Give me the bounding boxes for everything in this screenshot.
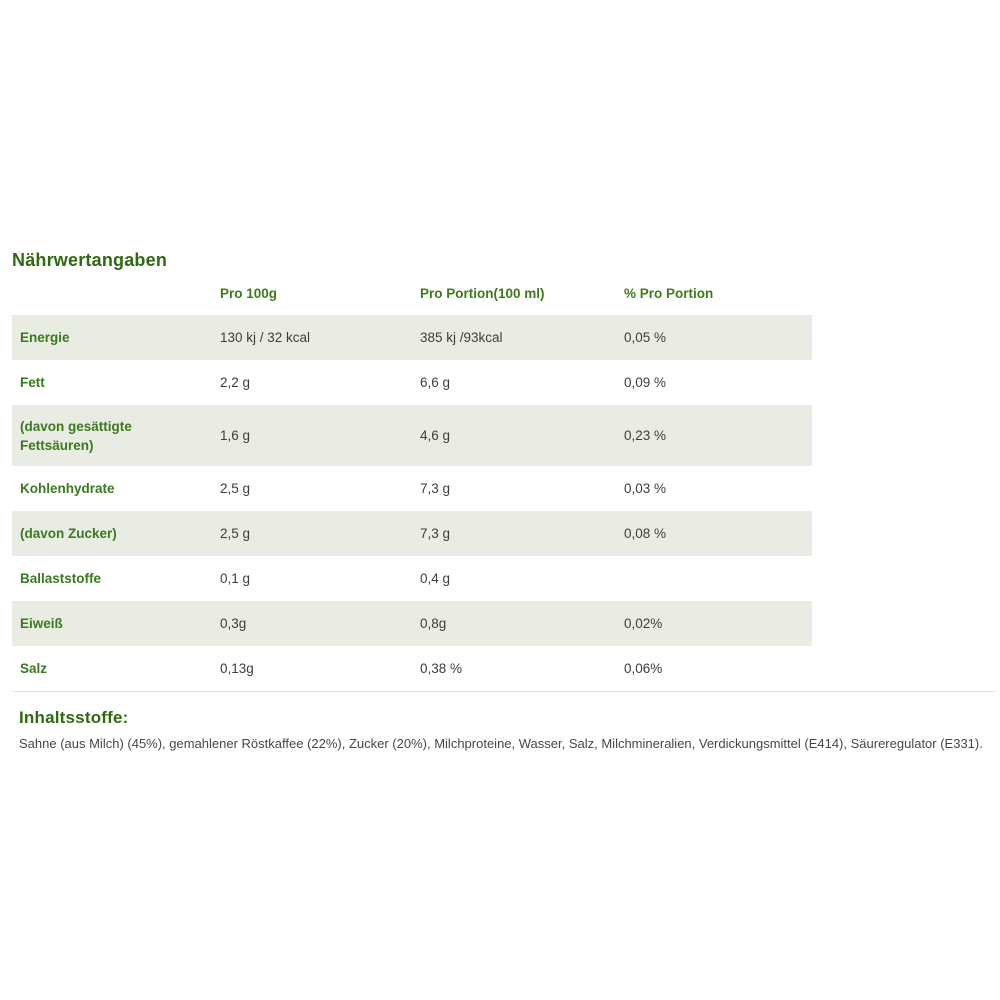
section-divider [12,691,995,692]
row-value-per-portion: 4,6 g [420,427,451,443]
row-value-per100g: 2,5 g [220,525,251,541]
row-label: Fett [20,375,45,390]
table-row-gesaettigte-fettsaeuren: (davon gesättigte Fettsäuren) 1,6 g 4,6 … [12,405,812,466]
row-label: (davon Zucker) [20,526,117,541]
row-value-per-portion: 7,3 g [420,480,451,496]
row-value-per100g: 2,5 g [220,480,251,496]
table-row-fett: Fett 2,2 g 6,6 g 0,09 % [12,360,812,405]
row-label: Salz [20,661,48,676]
nutrition-section: Nährwertangaben Pro 100g Pro Portion(100… [0,249,1000,752]
row-value-per-portion: 7,3 g [420,525,451,541]
nutrition-title: Nährwertangaben [12,250,168,270]
table-row-zucker: (davon Zucker) 2,5 g 7,3 g 0,08 % [12,511,812,556]
row-value-percent: 0,06% [624,660,663,676]
ingredients-title: Inhaltsstoffe: [19,708,129,727]
row-value-percent: 0,05 % [624,329,667,345]
row-value-per100g: 2,2 g [220,374,251,390]
ingredients-text: Sahne (aus Milch) (45%), gemahlener Röst… [19,736,983,751]
table-row-eiweiss: Eiweiß 0,3g 0,8g 0,02% [12,601,812,646]
row-value-per-portion: 0,38 % [420,660,463,676]
row-value-per100g: 0,3g [220,615,247,631]
row-value-percent: 0,02% [624,615,663,631]
table-row-salz: Salz 0,13g 0,38 % 0,06% [12,646,812,691]
table-row-energie: Energie 130 kj / 32 kcal 385 kj /93kcal … [12,315,812,360]
row-value-per-portion: 0,8g [420,615,447,631]
table-row-kohlenhydrate: Kohlenhydrate 2,5 g 7,3 g 0,03 % [12,466,812,511]
row-label: Energie [20,330,70,345]
table-header-row: Pro 100g Pro Portion(100 ml) % Pro Porti… [12,272,812,315]
row-value-percent: 0,03 % [624,480,667,496]
nutrition-table: Pro 100g Pro Portion(100 ml) % Pro Porti… [12,272,812,691]
row-value-per100g: 0,1 g [220,570,251,586]
row-label: Eiweiß [20,616,63,631]
row-value-per100g: 1,6 g [220,427,251,443]
table-row-ballaststoffe: Ballaststoffe 0,1 g 0,4 g [12,556,812,601]
row-value-per-portion: 6,6 g [420,374,451,390]
row-value-per-portion: 385 kj /93kcal [420,329,503,345]
row-value-percent: 0,09 % [624,374,667,390]
row-value-per-portion: 0,4 g [420,570,451,586]
row-value-percent: 0,08 % [624,525,667,541]
row-value-per100g: 130 kj / 32 kcal [220,329,311,345]
row-value-percent: 0,23 % [624,427,667,443]
row-value-per100g: 0,13g [220,660,254,676]
row-label: Ballaststoffe [20,571,102,586]
header-per-100g: Pro 100g [220,286,278,301]
header-per-portion: Pro Portion(100 ml) [420,286,545,301]
header-percent-portion: % Pro Portion [624,286,714,301]
row-label: Kohlenhydrate [20,481,115,496]
row-label: (davon gesättigte Fettsäuren) [20,418,132,453]
